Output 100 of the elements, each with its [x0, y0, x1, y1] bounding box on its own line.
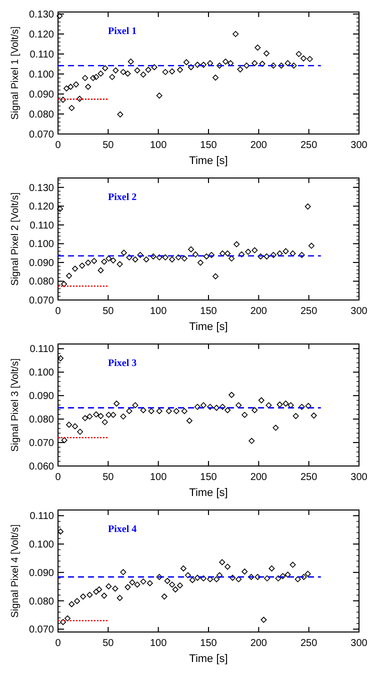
point [93, 588, 100, 595]
x-tick-label: 50 [102, 638, 114, 649]
x-tick-label: 300 [350, 306, 368, 317]
point [66, 422, 72, 428]
x-tick-label: 200 [250, 140, 268, 151]
point [252, 247, 258, 254]
point [184, 572, 191, 578]
y-tick-label: 0.120 [28, 30, 54, 40]
annotation: Pixel 1 [108, 26, 137, 37]
point [58, 528, 64, 535]
x-tick-label: 200 [250, 638, 268, 649]
point [232, 31, 239, 37]
point [106, 412, 112, 418]
point [98, 267, 104, 274]
point [161, 594, 168, 600]
point [56, 13, 63, 19]
point [156, 254, 162, 260]
point [106, 256, 112, 262]
point [68, 84, 74, 90]
x-tick-label: 0 [55, 472, 62, 483]
point [238, 251, 245, 258]
point [146, 580, 153, 586]
point [214, 404, 220, 411]
point [156, 92, 162, 99]
point [298, 404, 305, 410]
point [276, 402, 283, 408]
x-tick-label: 100 [150, 638, 168, 649]
point [90, 75, 96, 81]
point [216, 62, 223, 69]
point [296, 51, 302, 57]
point [270, 62, 276, 69]
y-tick-label: 0.130 [28, 182, 54, 194]
point [101, 592, 108, 599]
point [116, 594, 123, 601]
point [177, 582, 184, 588]
point [60, 619, 66, 626]
point [236, 576, 242, 582]
x-tick-label: 100 [150, 140, 168, 151]
point [248, 574, 254, 580]
point [98, 70, 104, 77]
point [98, 413, 104, 420]
y-tick-label: 0.080 [28, 414, 54, 426]
point [129, 579, 136, 586]
point [304, 204, 311, 210]
point [252, 60, 258, 66]
x-tick-label: 100 [150, 306, 168, 317]
point [58, 355, 64, 362]
point [260, 616, 267, 623]
point [143, 256, 150, 262]
point [68, 601, 75, 608]
point [306, 56, 313, 62]
point [109, 74, 116, 80]
point [242, 412, 248, 418]
point [101, 258, 108, 265]
x-tick-label: 150 [200, 140, 218, 151]
point [112, 586, 118, 592]
point [140, 407, 146, 414]
x-tick-label: 150 [200, 306, 218, 317]
point [278, 62, 284, 69]
annotation: Pixel 3 [108, 358, 137, 369]
point [120, 250, 127, 256]
point [85, 84, 92, 90]
y-tick-label: 0.100 [28, 368, 54, 379]
point [86, 413, 93, 420]
point [93, 411, 100, 418]
point [290, 62, 297, 69]
point [96, 586, 102, 592]
point [120, 69, 126, 75]
point [305, 402, 312, 409]
point [150, 253, 156, 260]
point [264, 575, 270, 582]
point [134, 582, 140, 588]
point [219, 559, 226, 566]
point [151, 64, 158, 70]
point [212, 74, 219, 81]
x-tick-label: 150 [200, 472, 218, 483]
point [282, 400, 289, 407]
point [228, 256, 235, 262]
y-tick-label: 0.120 [28, 202, 54, 213]
point [102, 419, 108, 426]
point [194, 574, 200, 581]
point [259, 60, 266, 67]
point [208, 252, 215, 258]
y-tick-label: 0.080 [28, 276, 54, 288]
y-tick-label: 0.090 [28, 391, 54, 402]
point [224, 407, 231, 414]
y-tick-label: 0.070 [28, 130, 54, 140]
point [300, 55, 307, 62]
x-tick-label: 250 [300, 140, 318, 151]
y-tick-label: 0.060 [28, 462, 54, 472]
point [169, 256, 176, 262]
point [120, 569, 126, 576]
point [236, 402, 242, 408]
y-tick-label: 0.100 [28, 239, 54, 250]
point [216, 572, 223, 578]
point [102, 65, 108, 72]
y-tick-label: 0.100 [28, 540, 54, 551]
point [310, 412, 317, 419]
point [245, 248, 252, 255]
point [224, 250, 231, 256]
